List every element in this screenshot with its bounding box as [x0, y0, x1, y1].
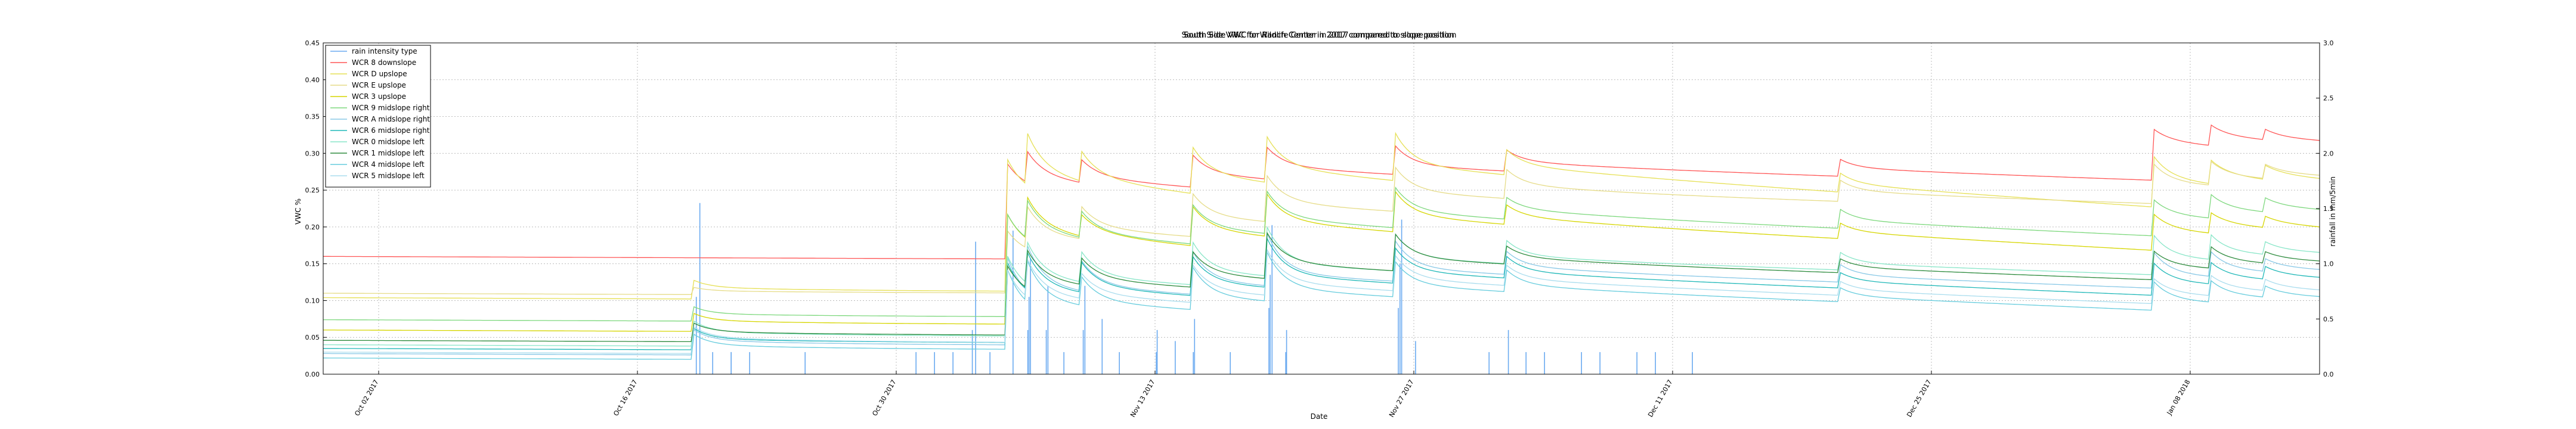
chart-title-1: South Side VWC for Ranch Center in 2017 … [1184, 31, 1454, 40]
series-line [323, 237, 2320, 350]
right-axis-ticks: 0.0 0.5 1.0 1.5 2.0 2.5 3.0 [2316, 39, 2334, 378]
y-right-tick-label: 2.5 [2323, 95, 2334, 102]
y-tick-label: 0.00 [305, 371, 320, 378]
legend-label: WCR D upslope [352, 70, 407, 78]
y-right-tick-label: 3.0 [2323, 39, 2334, 47]
y-tick-label: 0.25 [305, 186, 320, 194]
series-line [323, 250, 2320, 360]
rain-bar [1030, 258, 1031, 374]
rain-bar [1084, 285, 1086, 374]
y-axis-right-label: rainfall in mm/5min [2329, 176, 2337, 247]
rain-bar [1655, 352, 1656, 374]
series-line [323, 233, 2320, 356]
rain-bar [1028, 297, 1030, 374]
series-line [323, 231, 2320, 343]
x-axis-label: Date [1311, 412, 1328, 421]
rain-bar [1063, 352, 1064, 374]
y-right-tick-label: 0.5 [2323, 315, 2334, 323]
rain-bar [1599, 352, 1600, 374]
rain-bar [1156, 329, 1158, 374]
y-tick-label: 0.05 [305, 334, 320, 341]
rain-bar [1156, 352, 1157, 374]
y-tick-label: 0.40 [305, 76, 320, 84]
rain-bar [1398, 307, 1399, 374]
legend-label: WCR 9 midslope right [352, 104, 430, 112]
series-line [323, 124, 2320, 260]
rain-bar [1507, 329, 1509, 374]
rain-bar [1400, 263, 1401, 374]
legend-label: WCR 5 midslope left [352, 172, 425, 180]
rain-bar [1285, 352, 1286, 374]
rain-bar [804, 352, 806, 374]
rain-bar [1581, 352, 1582, 374]
legend-box [325, 45, 431, 188]
rain-bar [934, 352, 935, 374]
legend-label: WCR E upslope [352, 81, 406, 89]
left-axis-ticks: 0.00 0.05 0.10 0.15 0.20 0.25 0.30 0.35 0.40 0.45 [305, 39, 327, 378]
legend-label: WCR 8 downslope [352, 58, 416, 67]
rain-bar [1692, 352, 1693, 374]
rain-bar [1175, 341, 1176, 374]
rain-bar [1286, 329, 1287, 374]
rain-bar [712, 352, 713, 374]
rain-bar [989, 352, 990, 374]
y-right-tick-label: 1.5 [2323, 205, 2334, 213]
rain-bar [1401, 219, 1402, 374]
legend-label: rain intensity type [352, 47, 417, 55]
rain-bar [749, 352, 750, 374]
legend-label: WCR 4 midslope left [352, 160, 425, 169]
legend-label: WCR 0 midslope left [352, 138, 425, 146]
series-line [323, 186, 2320, 322]
rain-bar [730, 352, 732, 374]
rain-bar [1045, 329, 1047, 374]
rain-bar [1230, 352, 1231, 374]
rain-bar [1271, 225, 1273, 374]
chart-title-2: South Side VWC for Wildlife Center in 20… [1181, 31, 1456, 40]
rain-bar [1415, 341, 1416, 374]
y-tick-label: 0.20 [305, 223, 320, 231]
y-tick-label: 0.10 [305, 297, 320, 304]
series-line [323, 191, 2320, 332]
y-right-tick-label: 0.0 [2323, 371, 2334, 378]
rain-bar [1194, 319, 1196, 374]
series-line [323, 248, 2320, 354]
legend-label: WCR 3 upslope [352, 92, 406, 101]
y-tick-label: 0.45 [305, 39, 320, 47]
series-lines [323, 124, 2320, 360]
rain-bar [1525, 352, 1527, 374]
rain-bar [1544, 352, 1545, 374]
rain-bars [695, 203, 1693, 374]
y-tick-label: 0.35 [305, 113, 320, 121]
rain-bar [1270, 275, 1271, 374]
rain-bar [1027, 329, 1029, 374]
rain-bar [1193, 352, 1194, 374]
y-tick-label: 0.30 [305, 150, 320, 157]
rain-bar [1268, 307, 1270, 374]
rain-bar [1119, 352, 1120, 374]
y-axis-label: VWC % [294, 198, 302, 225]
rain-bar [971, 329, 973, 374]
rain-bar [1082, 329, 1084, 374]
y-tick-label: 0.15 [305, 260, 320, 268]
y-right-tick-label: 2.0 [2323, 150, 2334, 157]
series-line [323, 132, 2320, 300]
rain-bar [915, 352, 917, 374]
legend-label: WCR 6 midslope right [352, 126, 430, 135]
legend-label: WCR 1 midslope left [352, 149, 425, 157]
rain-bar [1047, 285, 1049, 374]
rain-bar [1101, 319, 1103, 374]
legend-label: WCR A midslope right [352, 115, 430, 123]
rain-bar [975, 241, 976, 374]
rain-bar [1013, 231, 1014, 374]
chart-title-3: South Side VWC for Ranch Center in 2017 … [1184, 31, 1454, 40]
legend: rain intensity type WCR 8 downslope WCR D … [325, 45, 431, 188]
series-line [323, 160, 2320, 296]
y-right-tick-label: 1.0 [2323, 260, 2334, 268]
rain-bar [1636, 352, 1637, 374]
chart-titles: South Side VWC for Ranch Center in 2017 … [1181, 31, 1456, 40]
rain-bar [952, 352, 953, 374]
rain-bar [1488, 352, 1490, 374]
